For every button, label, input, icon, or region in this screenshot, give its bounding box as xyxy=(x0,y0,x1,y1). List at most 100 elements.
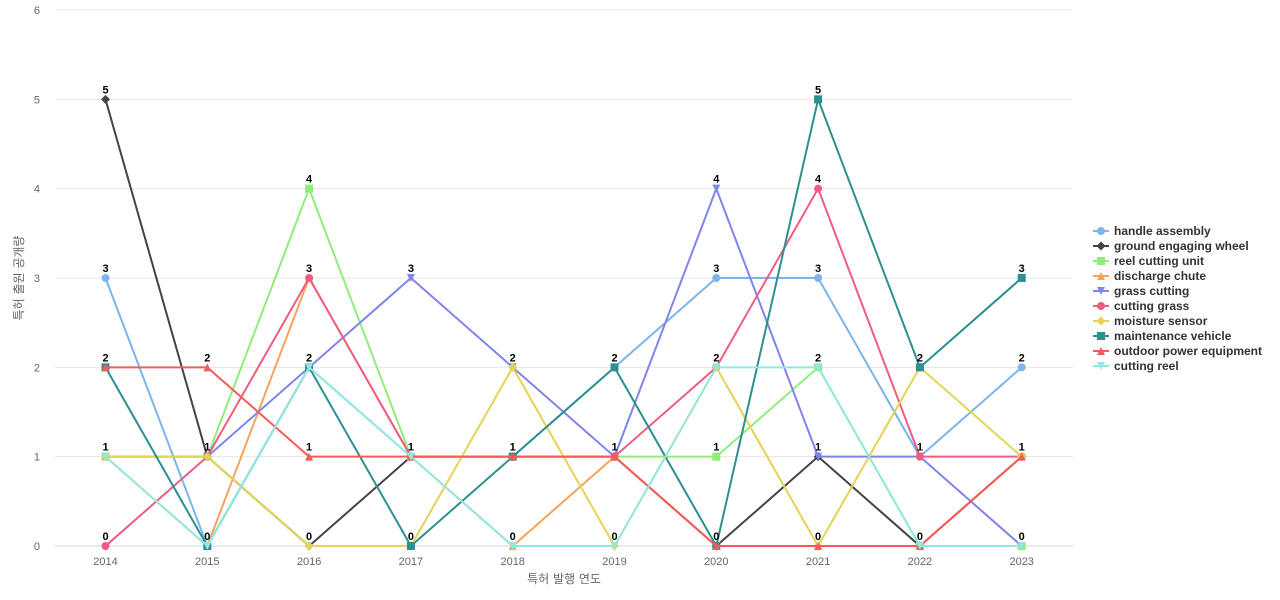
data-label: 3 xyxy=(713,263,719,275)
data-label: 0 xyxy=(1019,531,1025,543)
legend-marker xyxy=(1097,227,1105,235)
data-label: 1 xyxy=(611,442,617,454)
y-axis-title: 특허 출원 공개량 xyxy=(12,236,26,321)
legend-marker xyxy=(1097,332,1105,340)
series-layer xyxy=(101,94,1027,551)
data-point xyxy=(305,452,314,461)
data-point xyxy=(202,452,212,462)
data-label: 1 xyxy=(408,442,414,454)
data-label: 0 xyxy=(815,531,821,543)
data-point xyxy=(814,274,823,282)
legend-label: ground engaging wheel xyxy=(1114,239,1249,253)
y-tick-label: 5 xyxy=(34,94,40,106)
data-label: 0 xyxy=(713,531,719,543)
legend-marker xyxy=(1097,272,1105,280)
legend-label: maintenance vehicle xyxy=(1114,329,1232,343)
data-point xyxy=(101,363,110,372)
legend-marker xyxy=(1096,316,1106,326)
x-tick-label: 2020 xyxy=(704,556,728,568)
legend-marker xyxy=(1096,241,1106,251)
data-label: 3 xyxy=(306,263,312,275)
legend-label: handle assembly xyxy=(1114,224,1211,238)
series-line xyxy=(105,366,1023,547)
data-point xyxy=(814,184,823,193)
data-point xyxy=(1017,452,1026,461)
legend-item[interactable]: grass cutting xyxy=(1093,284,1189,298)
data-point xyxy=(712,542,721,550)
data-point xyxy=(915,363,924,372)
data-point xyxy=(304,541,314,551)
x-tick-label: 2019 xyxy=(602,556,626,568)
x-tick-label: 2018 xyxy=(500,556,524,568)
legend-label: grass cutting xyxy=(1114,284,1189,298)
data-label: 0 xyxy=(102,531,108,543)
data-label: 0 xyxy=(204,531,210,543)
data-label: 1 xyxy=(510,442,516,454)
data-label: 2 xyxy=(204,352,210,364)
legend-marker xyxy=(1097,257,1105,265)
legend-item[interactable]: moisture sensor xyxy=(1093,314,1208,328)
legend-marker xyxy=(1097,302,1105,310)
legend-label: outdoor power equipment xyxy=(1114,344,1262,358)
data-label: 2 xyxy=(102,352,108,364)
data-point xyxy=(508,452,517,461)
data-label: 1 xyxy=(815,442,821,454)
data-label: 2 xyxy=(917,352,923,364)
data-label: 3 xyxy=(408,263,414,275)
x-tick-label: 2015 xyxy=(195,556,219,568)
y-tick-label: 3 xyxy=(34,273,40,285)
series-cutting-reel xyxy=(101,363,1026,550)
legend-item[interactable]: outdoor power equipment xyxy=(1093,344,1262,358)
legend-marker xyxy=(1097,362,1105,370)
x-axis: 2014 2015 2016 2017 2018 2019 2020 2021 2022 2023 xyxy=(93,546,1034,568)
legend-item[interactable]: cutting reel xyxy=(1093,359,1179,373)
legend-item[interactable]: discharge chute xyxy=(1093,269,1206,283)
data-point xyxy=(712,274,721,282)
legend-item[interactable]: reel cutting unit xyxy=(1093,254,1204,268)
legend-label: moisture sensor xyxy=(1114,314,1208,328)
legend-item[interactable]: ground engaging wheel xyxy=(1093,239,1249,253)
data-label: 4 xyxy=(713,174,720,186)
data-label: 2 xyxy=(306,352,312,364)
y-tick-label: 1 xyxy=(34,452,40,464)
series-line xyxy=(104,366,1022,547)
x-axis-title: 특허 발행 연도 xyxy=(527,571,601,586)
data-label: 0 xyxy=(306,531,312,543)
x-tick-label: 2023 xyxy=(1009,556,1033,568)
data-label: 1 xyxy=(204,442,210,454)
data-point xyxy=(814,363,823,372)
data-label: 2 xyxy=(611,352,617,364)
data-label: 0 xyxy=(408,531,414,543)
legend-item[interactable]: maintenance vehicle xyxy=(1093,329,1232,343)
legend-label: reel cutting unit xyxy=(1114,254,1204,268)
data-label: 2 xyxy=(510,352,516,364)
data-point xyxy=(101,274,110,282)
legend-marker xyxy=(1097,347,1105,355)
legend-item[interactable]: cutting grass xyxy=(1093,299,1190,313)
data-point xyxy=(406,274,415,282)
legend-marker xyxy=(1097,287,1105,295)
series-line xyxy=(104,98,1023,547)
data-point xyxy=(915,542,924,550)
x-tick-label: 2016 xyxy=(297,556,321,568)
x-tick-label: 2021 xyxy=(806,556,830,568)
data-point xyxy=(814,542,823,550)
series-ground-engaging-wheel xyxy=(101,94,1027,551)
data-label: 2 xyxy=(815,352,821,364)
data-point xyxy=(305,184,314,193)
data-point xyxy=(406,452,415,461)
data-label: 3 xyxy=(815,263,821,275)
data-label: 4 xyxy=(306,174,313,186)
legend-label: cutting grass xyxy=(1114,299,1190,313)
legend-label: discharge chute xyxy=(1114,269,1206,283)
data-label: 1 xyxy=(306,442,312,454)
data-point xyxy=(305,274,314,282)
legend-item[interactable]: handle assembly xyxy=(1093,224,1211,238)
x-tick-label: 2022 xyxy=(908,556,932,568)
data-label: 1 xyxy=(713,442,719,454)
data-point xyxy=(508,542,517,550)
series-line xyxy=(104,99,1023,547)
data-label: 0 xyxy=(917,531,923,543)
